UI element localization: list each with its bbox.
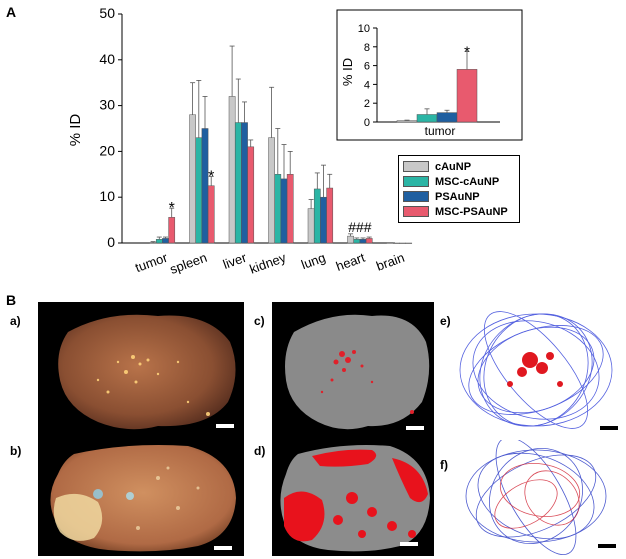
bar-MSC-cAuNP xyxy=(416,114,438,123)
y-tick-label: 6 xyxy=(364,61,370,73)
legend-label: MSC-cAuNP xyxy=(435,175,500,188)
scale-bar xyxy=(406,426,424,430)
y-tick-label: 20 xyxy=(99,142,115,158)
legend-item: PSAuNP xyxy=(403,190,480,203)
scale-bar xyxy=(598,544,616,548)
image-label-f: f) xyxy=(440,458,448,472)
legend-item: MSC-cAuNP xyxy=(403,175,499,188)
y-tick-label: 10 xyxy=(358,23,370,35)
scale-bar xyxy=(216,424,234,428)
tumor-section-b xyxy=(50,445,236,552)
y-tick-label: 0 xyxy=(364,117,370,129)
scale-bar xyxy=(600,426,618,430)
legend-swatch xyxy=(403,176,429,187)
y-tick-label: 50 xyxy=(99,5,115,21)
image-label-c: c) xyxy=(254,314,265,328)
y-tick-label: 4 xyxy=(364,79,370,91)
image-label-e: e) xyxy=(440,314,451,328)
legend-label: MSC-PSAuNP xyxy=(435,205,508,218)
image-label-b: b) xyxy=(10,444,22,458)
tumor-darkfield-image-a xyxy=(38,302,244,438)
y-tick-label: 30 xyxy=(99,97,115,113)
panel-a-label: A xyxy=(6,4,17,20)
significance-annotation: * xyxy=(208,169,214,186)
tumor-section-d xyxy=(280,445,430,552)
tumor-section-a xyxy=(58,314,236,430)
tumor-section-c xyxy=(285,314,430,430)
inset-bar-chart: 0 2 4 6 8 10 % ID tumor * xyxy=(336,9,523,141)
y-tick-label: 2 xyxy=(364,98,370,110)
y-tick-label: 8 xyxy=(364,42,370,54)
legend-label: cAuNP xyxy=(435,160,472,173)
y-axis-label: % ID xyxy=(67,114,84,147)
render-e xyxy=(459,311,613,429)
y-axis-label: % ID xyxy=(340,58,355,86)
y-tick-label: 0 xyxy=(107,234,115,250)
tumor-overlay-image-d xyxy=(272,438,434,556)
legend-swatch xyxy=(403,206,429,217)
tumor-3d-render-f xyxy=(456,440,620,556)
significance-annotation: * xyxy=(464,44,470,61)
tumor-3d-render-e xyxy=(450,304,620,434)
significance-annotation: * xyxy=(169,200,175,217)
legend-swatch xyxy=(403,161,429,172)
bar-MSC-PSAuNP xyxy=(405,242,413,244)
legend-item: MSC-PSAuNP xyxy=(403,205,508,218)
scale-bar xyxy=(400,542,418,546)
image-label-d: d) xyxy=(254,444,266,458)
legend-label: PSAuNP xyxy=(435,190,480,203)
image-label-a: a) xyxy=(10,314,21,328)
tumor-darkfield-image-b xyxy=(38,438,244,556)
bar-cAuNP xyxy=(396,120,418,123)
significance-annotation: ### xyxy=(348,219,372,235)
bar-PSAuNP xyxy=(436,112,458,123)
x-axis-label: tumor xyxy=(425,124,456,138)
panel-b-label: B xyxy=(6,292,17,308)
bar-MSC-PSAuNP xyxy=(456,69,478,123)
tumor-overlay-image-c xyxy=(272,302,434,438)
scale-bar xyxy=(214,546,232,550)
render-f xyxy=(465,440,607,556)
y-tick-label: 40 xyxy=(99,51,115,67)
y-tick-label: 10 xyxy=(99,188,115,204)
legend-item: cAuNP xyxy=(403,160,471,173)
chart-legend: cAuNP MSC-cAuNP PSAuNP MSC-PSAuNP xyxy=(398,155,520,223)
legend-swatch xyxy=(403,191,429,202)
